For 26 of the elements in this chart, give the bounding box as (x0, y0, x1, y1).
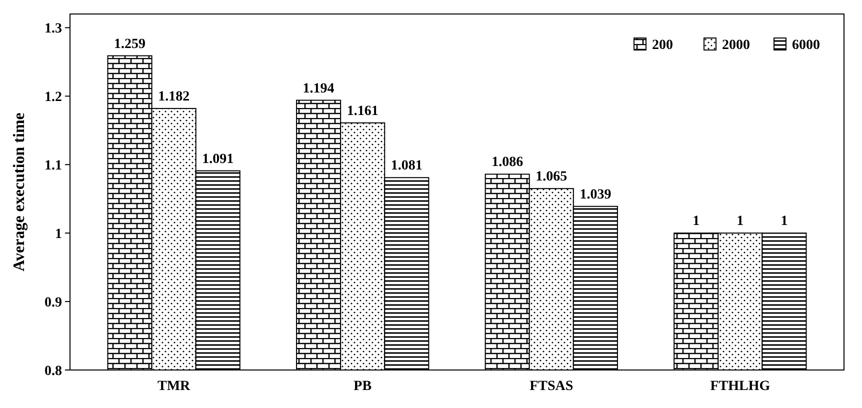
y-axis-title: Average execution time (11, 112, 28, 272)
x-tick-label: FTHLHG (710, 379, 770, 394)
y-tick-label: 1.2 (44, 90, 62, 106)
x-tick-label: TMR (157, 379, 192, 394)
data-label: 1 (780, 214, 788, 230)
data-label: 1.086 (492, 155, 524, 170)
y-tick-label: 1.3 (44, 22, 62, 37)
y-tick-label: 1.1 (44, 158, 62, 174)
data-label: 1.259 (114, 36, 146, 52)
x-tick-label: PB (354, 379, 372, 394)
data-label: 1 (692, 214, 700, 230)
data-label: 1.194 (302, 81, 334, 96)
x-tick-label: FTSAS (530, 379, 574, 394)
data-label: 1.039 (580, 187, 612, 202)
data-label: 1.161 (346, 104, 378, 119)
data-label: 1.091 (202, 152, 234, 167)
legend-label: 2000 (722, 38, 750, 53)
data-label: 1.081 (390, 158, 422, 174)
y-tick-label: 0.9 (44, 295, 62, 310)
data-label: 1 (736, 214, 744, 230)
legend-label: 6000 (792, 38, 820, 53)
data-label: 1.182 (158, 89, 190, 104)
data-label: 1.065 (536, 170, 568, 185)
y-tick-label: 1 (55, 226, 62, 242)
y-tick-label: 0.8 (44, 364, 62, 379)
legend-label: 200 (652, 38, 673, 53)
